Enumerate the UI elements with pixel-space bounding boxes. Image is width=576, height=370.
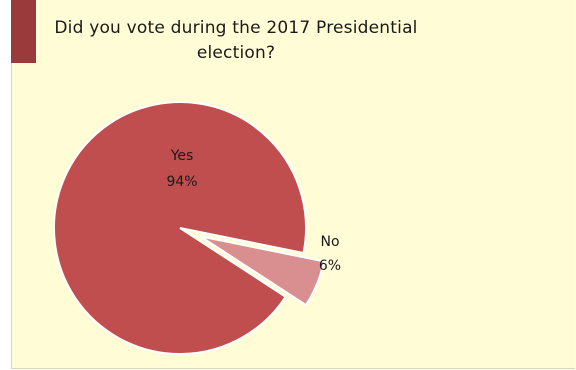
slice-label-no-name: No bbox=[320, 234, 339, 250]
slice-label-yes-percent: 94% bbox=[166, 174, 197, 190]
chart-title: Did you vote during the 2017 Presidentia… bbox=[54, 18, 418, 63]
pie-slice-no bbox=[199, 235, 326, 307]
pie-slice-yes bbox=[53, 101, 307, 355]
slice-label-no-percent: 6% bbox=[319, 258, 341, 274]
title-accent-block bbox=[11, 0, 36, 63]
slice-label-yes-name: Yes bbox=[170, 148, 194, 164]
